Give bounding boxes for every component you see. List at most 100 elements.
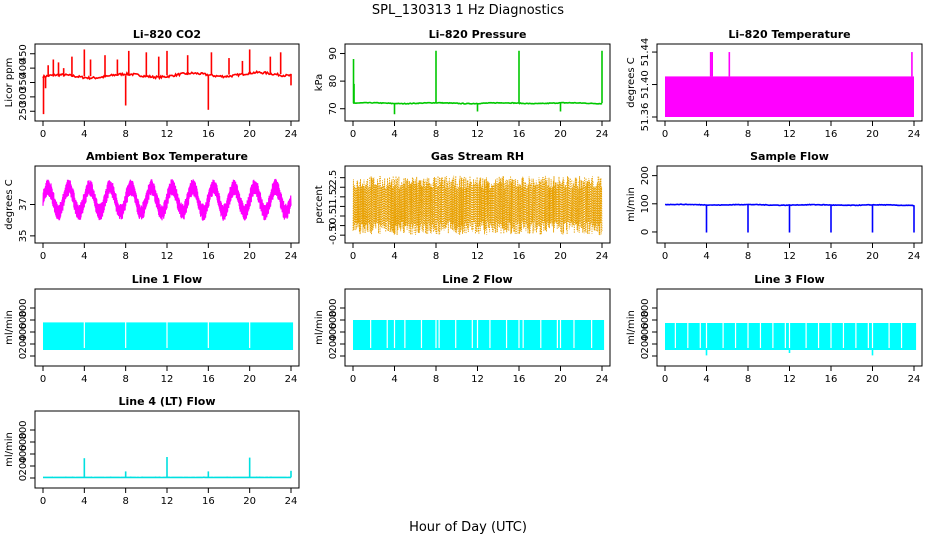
y-tick-label: 0: [328, 222, 339, 228]
y-tick-label: 100: [640, 194, 651, 213]
x-tick-label: 20: [243, 129, 256, 140]
x-tick-label: 4: [391, 374, 397, 385]
chart-panel: Li–820 Pressure kPa 0 4 8 12 16 20 24 70 80 90: [314, 28, 611, 140]
x-tick-label: 16: [202, 496, 215, 507]
y-tick-label: 37: [18, 198, 29, 211]
x-tick-label: 0: [350, 251, 356, 262]
x-tick-label: 4: [391, 129, 397, 140]
y-tick-label: 200: [640, 166, 651, 185]
x-tick-label: 8: [433, 251, 439, 262]
y-tick-label: 800: [328, 298, 339, 317]
x-tick-label: 4: [81, 251, 87, 262]
x-tick-label: 4: [391, 251, 397, 262]
x-axis: 0 4 8 12 16 20 24: [40, 242, 297, 262]
y-axis-label: percent: [314, 185, 325, 223]
x-tick-label: 20: [866, 129, 879, 140]
x-tick-label: 20: [243, 251, 256, 262]
y-axis-label: degrees C: [626, 57, 637, 107]
x-tick-label: 24: [908, 374, 921, 385]
y-tick-label: 0.5: [328, 208, 339, 224]
panel-title: Line 4 (LT) Flow: [119, 395, 216, 408]
x-tick-label: 24: [285, 129, 298, 140]
x-axis: 0 4 8 12 16 20 24: [350, 242, 608, 262]
y-tick-label: 1.5: [328, 189, 339, 205]
y-tick-label: 200: [328, 334, 339, 353]
x-tick-label: 16: [825, 251, 838, 262]
y-tick-label: 70: [328, 102, 339, 115]
y-tick-label: 0: [18, 475, 29, 481]
x-tick-label: 12: [783, 374, 796, 385]
panel-title: Ambient Box Temperature: [86, 150, 248, 163]
x-axis: 0 4 8 12 16 20 24: [662, 365, 921, 385]
y-axis: 35 37: [18, 198, 36, 242]
x-tick-label: 16: [202, 251, 215, 262]
x-tick-label: 0: [662, 129, 668, 140]
y-tick-label: 800: [18, 298, 29, 317]
y-tick-label: 35: [18, 229, 29, 242]
x-axis: 0 4 8 12 16 20 24: [662, 242, 920, 262]
x-tick-label: 16: [513, 129, 526, 140]
x-axis: 0 4 8 12 16 20 24: [40, 365, 298, 385]
series-band: [353, 320, 605, 350]
y-axis-label: ml/min: [4, 310, 15, 345]
y-axis: 51.36 51.40 51.44: [640, 38, 658, 132]
x-tick-label: 8: [122, 374, 128, 385]
x-tick-label: 20: [554, 374, 567, 385]
y-tick-label: 200: [640, 334, 651, 353]
series-group: [665, 322, 917, 356]
y-tick-label: 400: [640, 322, 651, 341]
y-tick-label: 600: [18, 432, 29, 451]
chart-panel: Sample Flow ml/min 0 4 8 12 16 20 24 0 100 200: [626, 150, 923, 262]
x-tick-label: 24: [285, 374, 298, 385]
series-points: [352, 175, 603, 236]
x-tick-label: 8: [122, 251, 128, 262]
y-tick-label: 2.5: [328, 170, 339, 186]
y-tick-label: 600: [328, 310, 339, 329]
y-tick-label: 51.40: [640, 70, 651, 99]
x-tick-label: 16: [513, 251, 526, 262]
y-tick-label: 90: [328, 47, 339, 60]
series-group: [353, 319, 605, 350]
y-axis-label: ml/min: [626, 310, 637, 345]
y-tick-label: 0: [640, 353, 651, 359]
y-tick-label: 51.36: [640, 103, 651, 132]
series-group: [42, 49, 292, 115]
x-tick-label: 12: [161, 129, 174, 140]
panel-title: Line 1 Flow: [132, 273, 202, 286]
x-tick-label: 16: [825, 129, 838, 140]
x-tick-label: 12: [783, 251, 796, 262]
x-tick-label: 16: [513, 374, 526, 385]
y-tick-label: 600: [18, 310, 29, 329]
y-tick-label: 0: [640, 229, 651, 235]
x-axis: 0 4 8 12 16 20 24: [662, 120, 920, 140]
y-axis-label: degrees C: [4, 179, 15, 229]
y-tick-label: 600: [640, 310, 651, 329]
series-group: [665, 52, 914, 117]
chart-panel: Li–820 Temperature degrees C 0 4 8 12 16 20 24 51…: [626, 28, 923, 140]
y-tick-label: 200: [18, 334, 29, 353]
panel-title: Line 2 Flow: [442, 273, 512, 286]
y-tick-label: 400: [18, 322, 29, 341]
y-tick-label: 1: [328, 203, 339, 209]
panel-title: Li–820 CO2: [133, 28, 201, 41]
y-axis-label: ml/min: [626, 187, 637, 222]
series-band: [665, 323, 917, 350]
y-tick-label: 350: [18, 73, 29, 92]
series-group: [352, 175, 603, 236]
x-tick-label: 12: [161, 374, 174, 385]
series-line: [42, 178, 292, 221]
x-tick-label: 24: [596, 374, 609, 385]
y-tick-label: 80: [328, 75, 339, 88]
y-tick-label: 51.44: [640, 38, 651, 67]
x-tick-label: 0: [662, 374, 668, 385]
x-tick-label: 4: [703, 251, 709, 262]
x-tick-label: 4: [703, 374, 709, 385]
x-tick-label: 12: [783, 129, 796, 140]
x-tick-label: 12: [161, 251, 174, 262]
